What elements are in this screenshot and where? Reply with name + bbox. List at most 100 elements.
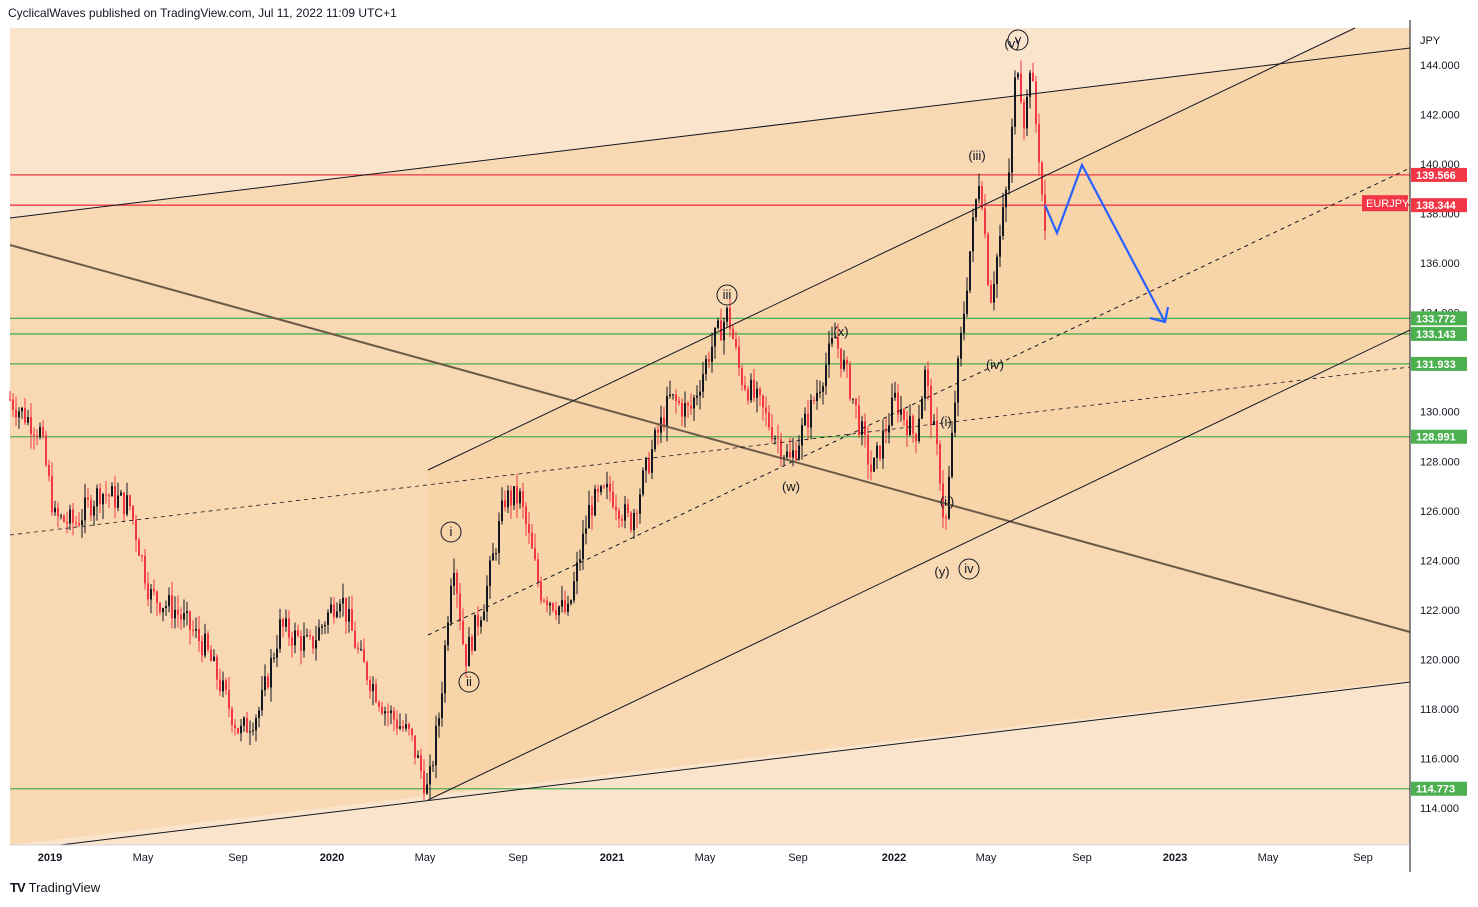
candle-body <box>390 710 392 714</box>
horizontal-levels <box>10 174 1410 790</box>
candle-body <box>414 735 416 758</box>
candle-body <box>624 504 626 521</box>
candle-body <box>606 483 608 488</box>
level-badge <box>1411 326 1467 341</box>
candle-body <box>351 609 353 631</box>
candle-body <box>831 338 833 344</box>
candle-body <box>84 497 86 521</box>
candle-body <box>1002 207 1004 237</box>
candle-body <box>39 426 41 437</box>
candle-body <box>99 488 101 505</box>
candle-body <box>645 457 647 471</box>
candle-body <box>810 399 812 428</box>
candle-body <box>765 407 767 413</box>
candle-body <box>1008 172 1010 190</box>
candle-body <box>132 505 134 520</box>
candle-body <box>663 417 665 428</box>
candle-body <box>117 495 119 508</box>
candle-body <box>636 512 638 514</box>
x-tick-label: Sep <box>1353 852 1373 864</box>
candle-body <box>885 430 887 433</box>
candle-body <box>69 509 71 524</box>
candle-body <box>123 492 125 515</box>
candle-body <box>72 509 74 523</box>
candle-body <box>231 708 233 726</box>
tradingview-footer[interactable]: TV TradingView <box>10 880 100 895</box>
candle-body <box>420 755 422 771</box>
candle-body <box>795 450 797 460</box>
candle-body <box>759 388 761 396</box>
y-tick-label: 114.000 <box>1420 803 1459 815</box>
candle-body <box>63 515 65 522</box>
candle-body <box>120 492 122 496</box>
candle-body <box>675 394 677 401</box>
candle-body <box>744 385 746 390</box>
candle-body <box>960 332 962 359</box>
candle-body <box>672 394 674 396</box>
candle-body <box>900 409 902 415</box>
outer-channel-fill <box>10 48 1410 845</box>
candle-body <box>666 396 668 428</box>
wave-label: (ii) <box>940 494 954 509</box>
candle-body <box>930 385 932 425</box>
candle-body <box>426 784 428 794</box>
candle-body <box>48 464 50 477</box>
forecast-arrowhead <box>1149 306 1170 324</box>
candle-body <box>372 684 374 692</box>
candle-body <box>534 548 536 560</box>
y-tick-label: 130.000 <box>1420 407 1460 419</box>
candle-body <box>114 486 116 508</box>
candle-body <box>300 636 302 651</box>
level-badge-value: 138.344 <box>1416 200 1457 212</box>
candle-body <box>783 457 785 459</box>
candle-body <box>444 645 446 694</box>
candle-body <box>996 256 998 285</box>
candle-body <box>618 510 620 519</box>
wave-label-circle <box>958 558 980 580</box>
candle-body <box>297 630 299 637</box>
candle-body <box>1026 96 1028 129</box>
candle-body <box>894 392 896 398</box>
candle-body <box>24 407 26 423</box>
candle-body <box>267 676 269 688</box>
candle-body <box>138 539 140 556</box>
candle-body <box>432 765 434 767</box>
x-tick-label: May <box>976 852 997 864</box>
candle-body <box>570 600 572 604</box>
level-badge <box>1411 429 1467 444</box>
candle-body <box>378 702 380 707</box>
candle-body <box>861 421 863 435</box>
candle-body <box>876 445 878 458</box>
candle-body <box>825 364 827 387</box>
candle-body <box>813 399 815 401</box>
candle-body <box>843 359 845 369</box>
candle-body <box>459 593 461 622</box>
candle-body <box>714 327 716 347</box>
candle-body <box>867 434 869 465</box>
candle-body <box>375 684 377 703</box>
candle-body <box>735 338 737 347</box>
candle-body <box>348 609 350 622</box>
candle-body <box>522 491 524 507</box>
y-tick-label: 126.000 <box>1420 506 1460 518</box>
y-tick-label: 118.000 <box>1420 704 1459 716</box>
level-badge <box>1411 167 1467 182</box>
candle-body <box>150 589 152 600</box>
candle-body <box>516 486 518 504</box>
candle-body <box>87 497 89 500</box>
candle-body <box>912 416 914 434</box>
candle-body <box>642 470 644 495</box>
candle-body <box>156 591 158 603</box>
candle-body <box>798 445 800 460</box>
candle-body <box>777 438 779 440</box>
candle-body <box>90 499 92 516</box>
candle-body <box>822 386 824 392</box>
x-tick-label: Sep <box>788 852 808 864</box>
candle-body <box>42 426 44 436</box>
level-badge-value: 131.933 <box>1416 359 1456 371</box>
candle-body <box>321 626 323 628</box>
candle-body <box>609 483 611 492</box>
wave-label-circle <box>440 521 462 543</box>
candle-body <box>270 657 272 688</box>
